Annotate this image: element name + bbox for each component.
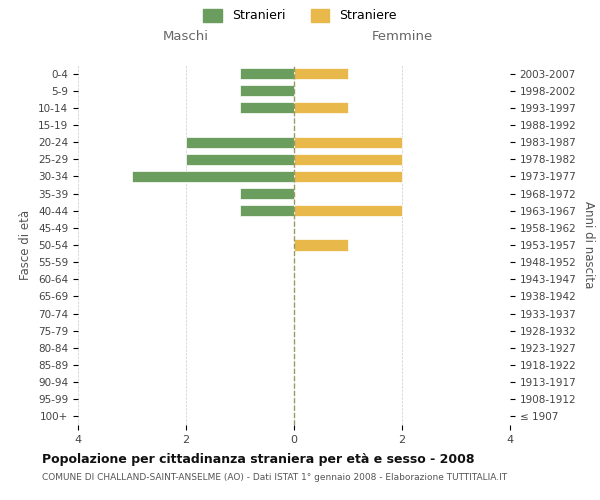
Bar <box>294 102 348 114</box>
Bar <box>294 136 402 147</box>
Text: Maschi: Maschi <box>163 30 209 43</box>
Bar <box>132 171 294 182</box>
Bar <box>240 85 294 96</box>
Y-axis label: Anni di nascita: Anni di nascita <box>582 202 595 288</box>
Bar <box>240 68 294 79</box>
Bar <box>294 68 348 79</box>
Bar <box>294 240 348 250</box>
Bar <box>240 188 294 199</box>
Bar <box>294 171 402 182</box>
Bar <box>294 205 402 216</box>
Text: Femmine: Femmine <box>371 30 433 43</box>
Y-axis label: Fasce di età: Fasce di età <box>19 210 32 280</box>
Bar <box>240 205 294 216</box>
Bar <box>240 102 294 114</box>
Bar <box>294 154 402 165</box>
Text: Popolazione per cittadinanza straniera per età e sesso - 2008: Popolazione per cittadinanza straniera p… <box>42 452 475 466</box>
Bar <box>186 154 294 165</box>
Bar <box>186 136 294 147</box>
Legend: Stranieri, Straniere: Stranieri, Straniere <box>203 8 397 22</box>
Text: COMUNE DI CHALLAND-SAINT-ANSELME (AO) - Dati ISTAT 1° gennaio 2008 - Elaborazion: COMUNE DI CHALLAND-SAINT-ANSELME (AO) - … <box>42 472 507 482</box>
